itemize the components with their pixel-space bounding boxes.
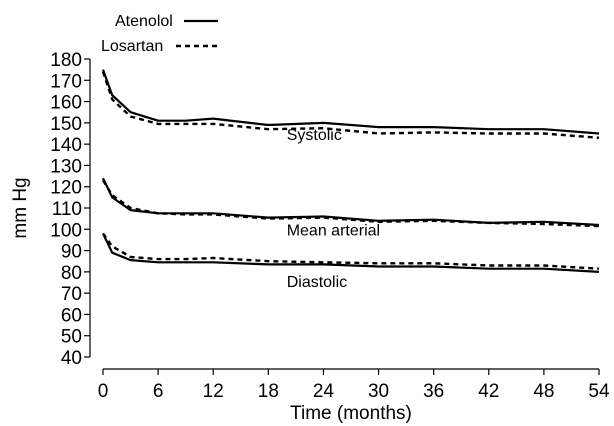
y-tick-label: 70 <box>61 284 82 305</box>
series-group-label: Diastolic <box>287 274 347 291</box>
x-tick-label: 30 <box>368 381 389 402</box>
annotations: Systolic Mean arterial Diastolic <box>287 127 380 291</box>
series-line-atenolol-systolic <box>101 69 600 135</box>
y-tick-label: 160 <box>50 93 82 114</box>
y-tick-label: 150 <box>50 114 82 135</box>
y-tick-label: 170 <box>50 71 82 92</box>
series-group <box>101 69 600 273</box>
series-group-label: Systolic <box>287 127 342 144</box>
series-line-losartan-systolic <box>101 71 600 139</box>
legend: Atenolol Losartan <box>101 13 218 55</box>
x-tick-label: 0 <box>98 381 109 402</box>
series-group-label: Mean arterial <box>287 223 380 240</box>
legend-label: Atenolol <box>115 13 173 30</box>
y-tick-label: 40 <box>61 348 82 369</box>
x-tick-label: 54 <box>588 381 610 402</box>
y-tick-label: 80 <box>61 263 82 284</box>
x-tick-label: 6 <box>153 381 164 402</box>
y-tick-label: 120 <box>50 178 82 199</box>
series-line-losartan-diastolic <box>102 232 600 270</box>
series-line-atenolol-diastolic <box>102 233 600 273</box>
y-tick-label: 50 <box>61 327 82 348</box>
y-tick-label: 60 <box>61 305 82 326</box>
y-axis-label: mm Hg <box>10 177 31 238</box>
x-tick-label: 24 <box>313 381 335 402</box>
series-line-atenolol-mean-arterial <box>102 177 600 227</box>
series-line-losartan-mean-arterial <box>101 179 600 228</box>
x-tick-label: 18 <box>258 381 279 402</box>
legend-label: Losartan <box>101 38 163 55</box>
x-tick-label: 48 <box>533 381 554 402</box>
x-axis-label: Time (months) <box>290 403 412 424</box>
y-tick-label: 140 <box>50 135 82 156</box>
y-tick-label: 180 <box>50 50 82 71</box>
x-axis: 0 6 12 18 24 30 36 42 48 54 <box>98 368 610 402</box>
x-tick-label: 36 <box>423 381 444 402</box>
x-tick-label: 42 <box>478 381 499 402</box>
y-tick-label: 90 <box>61 242 82 263</box>
y-tick-label: 110 <box>52 199 82 220</box>
x-tick-label: 12 <box>203 381 224 402</box>
y-tick-label: 130 <box>50 156 82 177</box>
y-tick-label: 100 <box>50 220 82 241</box>
